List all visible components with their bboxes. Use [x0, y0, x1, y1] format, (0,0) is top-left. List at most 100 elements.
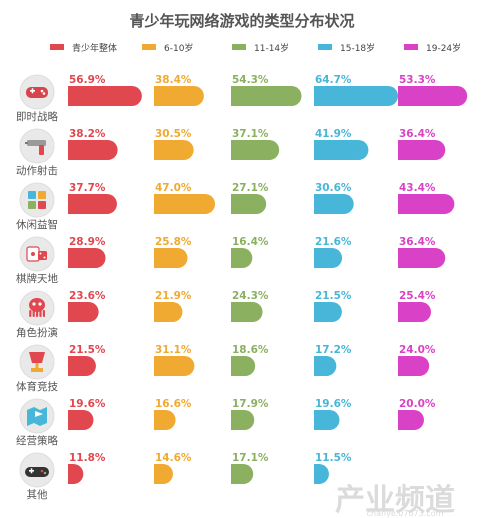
bar — [154, 140, 194, 160]
value-label: 17.9% — [232, 398, 269, 410]
category-row-5: 角色扮演 23.6% 21.9% 24.3% 21.5% 25.4% — [16, 290, 436, 339]
value-label: 54.3% — [232, 74, 269, 86]
bar — [314, 464, 329, 484]
bar — [231, 140, 280, 160]
bar — [398, 248, 446, 268]
joystick-icon — [19, 452, 55, 488]
legend-label: 15-18岁 — [340, 42, 375, 54]
value-label: 11.8% — [69, 452, 106, 464]
category-label: 体育竞技 — [16, 380, 58, 393]
bar — [231, 302, 263, 322]
legend-swatch — [232, 44, 246, 50]
bar — [231, 356, 256, 376]
value-label: 53.3% — [399, 74, 436, 86]
value-label: 38.4% — [155, 74, 192, 86]
value-label: 43.4% — [399, 182, 436, 194]
category-label: 休闲益智 — [16, 218, 58, 231]
legend-item-4: 15-18岁 — [318, 42, 375, 54]
dice-cards-icon — [19, 236, 55, 272]
value-label: 23.6% — [69, 290, 106, 302]
bar — [314, 356, 337, 376]
legend-label: 19-24岁 — [426, 42, 461, 54]
value-label: 20.0% — [399, 398, 436, 410]
bar — [68, 356, 96, 376]
bar — [398, 302, 431, 322]
legend-item-1: 青少年整体 — [50, 42, 117, 54]
value-label: 16.4% — [232, 236, 269, 248]
legend-item-3: 11-14岁 — [232, 42, 289, 54]
bar — [231, 248, 253, 268]
category-row-3: 休闲益智 37.7% 47.0% 27.1% 30.6% 43.4% — [16, 182, 455, 231]
watermark: 产业频道 chanye.07073.com — [335, 483, 455, 518]
bar — [68, 410, 94, 430]
category-row-7: 经营策略 19.6% 16.6% 17.9% 19.6% 20.0% — [16, 398, 436, 447]
value-label: 38.2% — [69, 128, 106, 140]
bar — [231, 194, 267, 214]
value-label: 37.1% — [232, 128, 269, 140]
category-label: 动作射击 — [16, 164, 58, 177]
value-label: 16.6% — [155, 398, 192, 410]
value-label: 64.7% — [315, 74, 352, 86]
bar — [68, 464, 84, 484]
puzzle-icon — [19, 182, 55, 218]
category-row-4: 棋牌天地 28.9% 25.8% 16.4% 21.6% 36.4% — [16, 236, 446, 285]
legend-label: 青少年整体 — [72, 42, 117, 54]
legend-label: 6-10岁 — [164, 42, 193, 54]
legend-item-5: 19-24岁 — [404, 42, 461, 54]
category-label: 经营策略 — [16, 434, 58, 447]
bar — [154, 194, 216, 214]
category-row-1: 即时战略 56.9% 38.4% 54.3% 64.7% 53.3% — [16, 74, 468, 123]
category-label: 棋牌天地 — [16, 272, 58, 285]
legend-swatch — [404, 44, 418, 50]
category-label: 即时战略 — [16, 110, 58, 123]
bar — [154, 86, 204, 106]
bar — [231, 86, 302, 106]
bar — [314, 140, 369, 160]
value-label: 21.9% — [155, 290, 192, 302]
category-label: 角色扮演 — [16, 326, 58, 339]
value-label: 19.6% — [69, 398, 106, 410]
value-label: 27.1% — [232, 182, 269, 194]
value-label: 41.9% — [315, 128, 352, 140]
bar — [68, 140, 118, 160]
legend-swatch — [318, 44, 332, 50]
bar-rows: 即时战略 56.9% 38.4% 54.3% 64.7% 53.3% 动作射击 38.2% 30… — [16, 74, 468, 501]
bar — [398, 140, 446, 160]
value-label: 19.6% — [315, 398, 352, 410]
gamepad-icon — [19, 74, 55, 110]
value-label: 21.5% — [69, 344, 106, 356]
bar — [68, 248, 106, 268]
legend-swatch — [50, 44, 64, 50]
value-label: 28.9% — [69, 236, 106, 248]
bar — [154, 464, 173, 484]
value-label: 11.5% — [315, 452, 352, 464]
watermark-main: 产业频道 — [335, 483, 455, 518]
value-label: 24.3% — [232, 290, 269, 302]
value-label: 36.4% — [399, 128, 436, 140]
gun-icon — [19, 128, 55, 164]
bar — [68, 86, 142, 106]
category-row-8: 其他 11.8% 14.6% 17.1% 11.5% — [19, 452, 352, 501]
value-label: 36.4% — [399, 236, 436, 248]
category-label: 其他 — [27, 488, 48, 501]
map-flag-icon — [19, 398, 55, 434]
legend-swatch — [142, 44, 156, 50]
bar — [231, 464, 254, 484]
value-label: 17.2% — [315, 344, 352, 356]
bar — [398, 86, 468, 106]
trophy-icon — [19, 344, 55, 380]
bar — [154, 302, 183, 322]
chart-title: 青少年玩网络游戏的类型分布状况 — [129, 12, 354, 30]
value-label: 21.5% — [315, 290, 352, 302]
bar — [314, 410, 340, 430]
bar — [154, 248, 188, 268]
octopus-icon — [19, 290, 55, 326]
value-label: 30.5% — [155, 128, 192, 140]
value-label: 14.6% — [155, 452, 192, 464]
bar — [314, 302, 342, 322]
value-label: 25.4% — [399, 290, 436, 302]
value-label: 25.8% — [155, 236, 192, 248]
bar — [68, 302, 99, 322]
bar — [68, 194, 117, 214]
value-label: 24.0% — [399, 344, 436, 356]
